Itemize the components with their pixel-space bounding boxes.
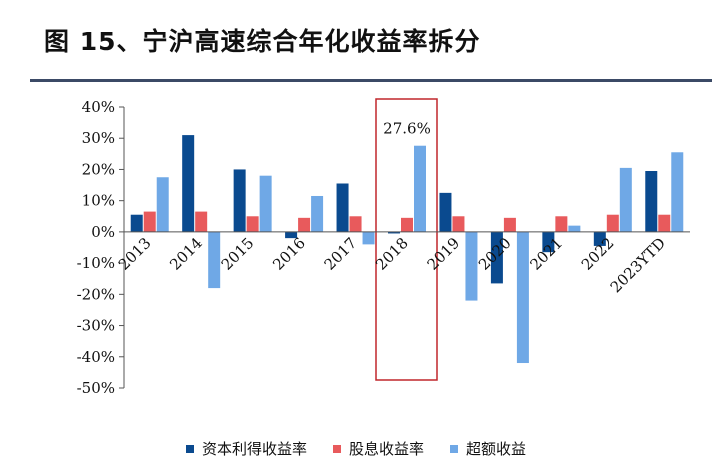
- bar-dividend-2021: [555, 216, 568, 232]
- bar-excess-2019: [465, 231, 478, 301]
- y-tick-label: -10%: [77, 254, 115, 272]
- y-tick-label: 10%: [82, 192, 115, 210]
- bar-dividend-2019: [452, 216, 465, 232]
- x-category-label: 2021: [526, 234, 566, 274]
- bar-capital-gain-2014: [182, 135, 195, 232]
- x-category-label: 2016: [269, 234, 309, 274]
- bar-dividend-2016: [298, 217, 311, 232]
- bar-excess-2022: [619, 167, 632, 232]
- bar-capital-gain-2013: [130, 214, 143, 232]
- x-category-label: 2018: [372, 234, 412, 274]
- x-category-label: 2015: [218, 234, 258, 274]
- y-tick-label: -40%: [77, 348, 115, 366]
- bar-dividend-2014: [195, 211, 208, 232]
- bar-dividend-2015: [246, 216, 259, 232]
- bar-excess-2021: [568, 225, 581, 232]
- bar-capital-gain-2020: [490, 231, 503, 284]
- x-category-label: 2017: [321, 234, 361, 274]
- bar-capital-gain-2022: [593, 231, 606, 246]
- bar-capital-gain-2018: [388, 231, 400, 234]
- bar-dividend-2013: [143, 211, 156, 232]
- bar-excess-2023ytd: [671, 152, 684, 232]
- legend-item-dividend: 股息收益率: [332, 438, 424, 459]
- x-category-label: 2019: [424, 234, 464, 274]
- bar-excess-2020: [516, 231, 529, 364]
- y-tick-label: 20%: [82, 160, 115, 178]
- bar-capital-gain-2019: [439, 192, 452, 232]
- y-tick-label: 40%: [82, 98, 115, 116]
- bar-chart: 40% 30% 20% 10% 0% -10% -20% -30% -40% -50% 2013 20…: [77, 98, 690, 397]
- x-category-label: 2022: [578, 234, 618, 274]
- bar-dividend-2020: [503, 217, 516, 232]
- y-tick-label: 0%: [91, 223, 115, 241]
- bar-dividend-2023ytd: [658, 214, 671, 232]
- bar-dividend-2017: [349, 216, 362, 232]
- legend-item-excess: 超额收益: [450, 438, 526, 459]
- bar-excess-2015: [259, 175, 272, 232]
- y-tick-label: -30%: [77, 317, 115, 335]
- data-label-2018-excess: 27.6%: [383, 120, 431, 138]
- figure-title: 图 15、宁沪高速综合年化收益率拆分: [44, 27, 481, 56]
- bar-capital-gain-2016: [285, 231, 298, 239]
- bar-excess-2016: [311, 195, 324, 232]
- legend-swatch-capital-gain: [185, 444, 194, 453]
- legend-label-dividend: 股息收益率: [348, 440, 424, 458]
- bar-dividend-2018: [401, 217, 413, 232]
- y-tick-label: -20%: [77, 285, 115, 303]
- title-rule: [30, 79, 712, 82]
- legend-item-capital-gain: 资本利得收益率: [185, 438, 307, 459]
- bar-capital-gain-2021: [542, 231, 555, 253]
- legend-label-capital-gain: 资本利得收益率: [201, 440, 307, 458]
- legend: 资本利得收益率 股息收益率 超额收益: [0, 438, 712, 459]
- x-category-label: 2013: [115, 234, 155, 274]
- bar-excess-2013: [156, 177, 169, 232]
- bar-capital-gain-2023ytd: [645, 171, 658, 232]
- legend-label-excess: 超额收益: [466, 440, 527, 458]
- highlight-box-2018: [375, 98, 438, 381]
- x-category-label: 2023YTD: [607, 234, 669, 296]
- x-category-label: 2014: [166, 234, 206, 274]
- bar-capital-gain-2015: [233, 169, 246, 232]
- bar-excess-2014: [208, 231, 221, 289]
- legend-swatch-excess: [450, 444, 458, 453]
- bar-excess-2017: [362, 231, 375, 245]
- y-tick-label: 30%: [82, 129, 115, 147]
- y-tick-label: -50%: [77, 379, 115, 397]
- bar-dividend-2022: [606, 214, 619, 232]
- bar-capital-gain-2017: [336, 183, 349, 232]
- legend-swatch-dividend: [332, 444, 341, 453]
- bar-excess-2018: [414, 145, 426, 232]
